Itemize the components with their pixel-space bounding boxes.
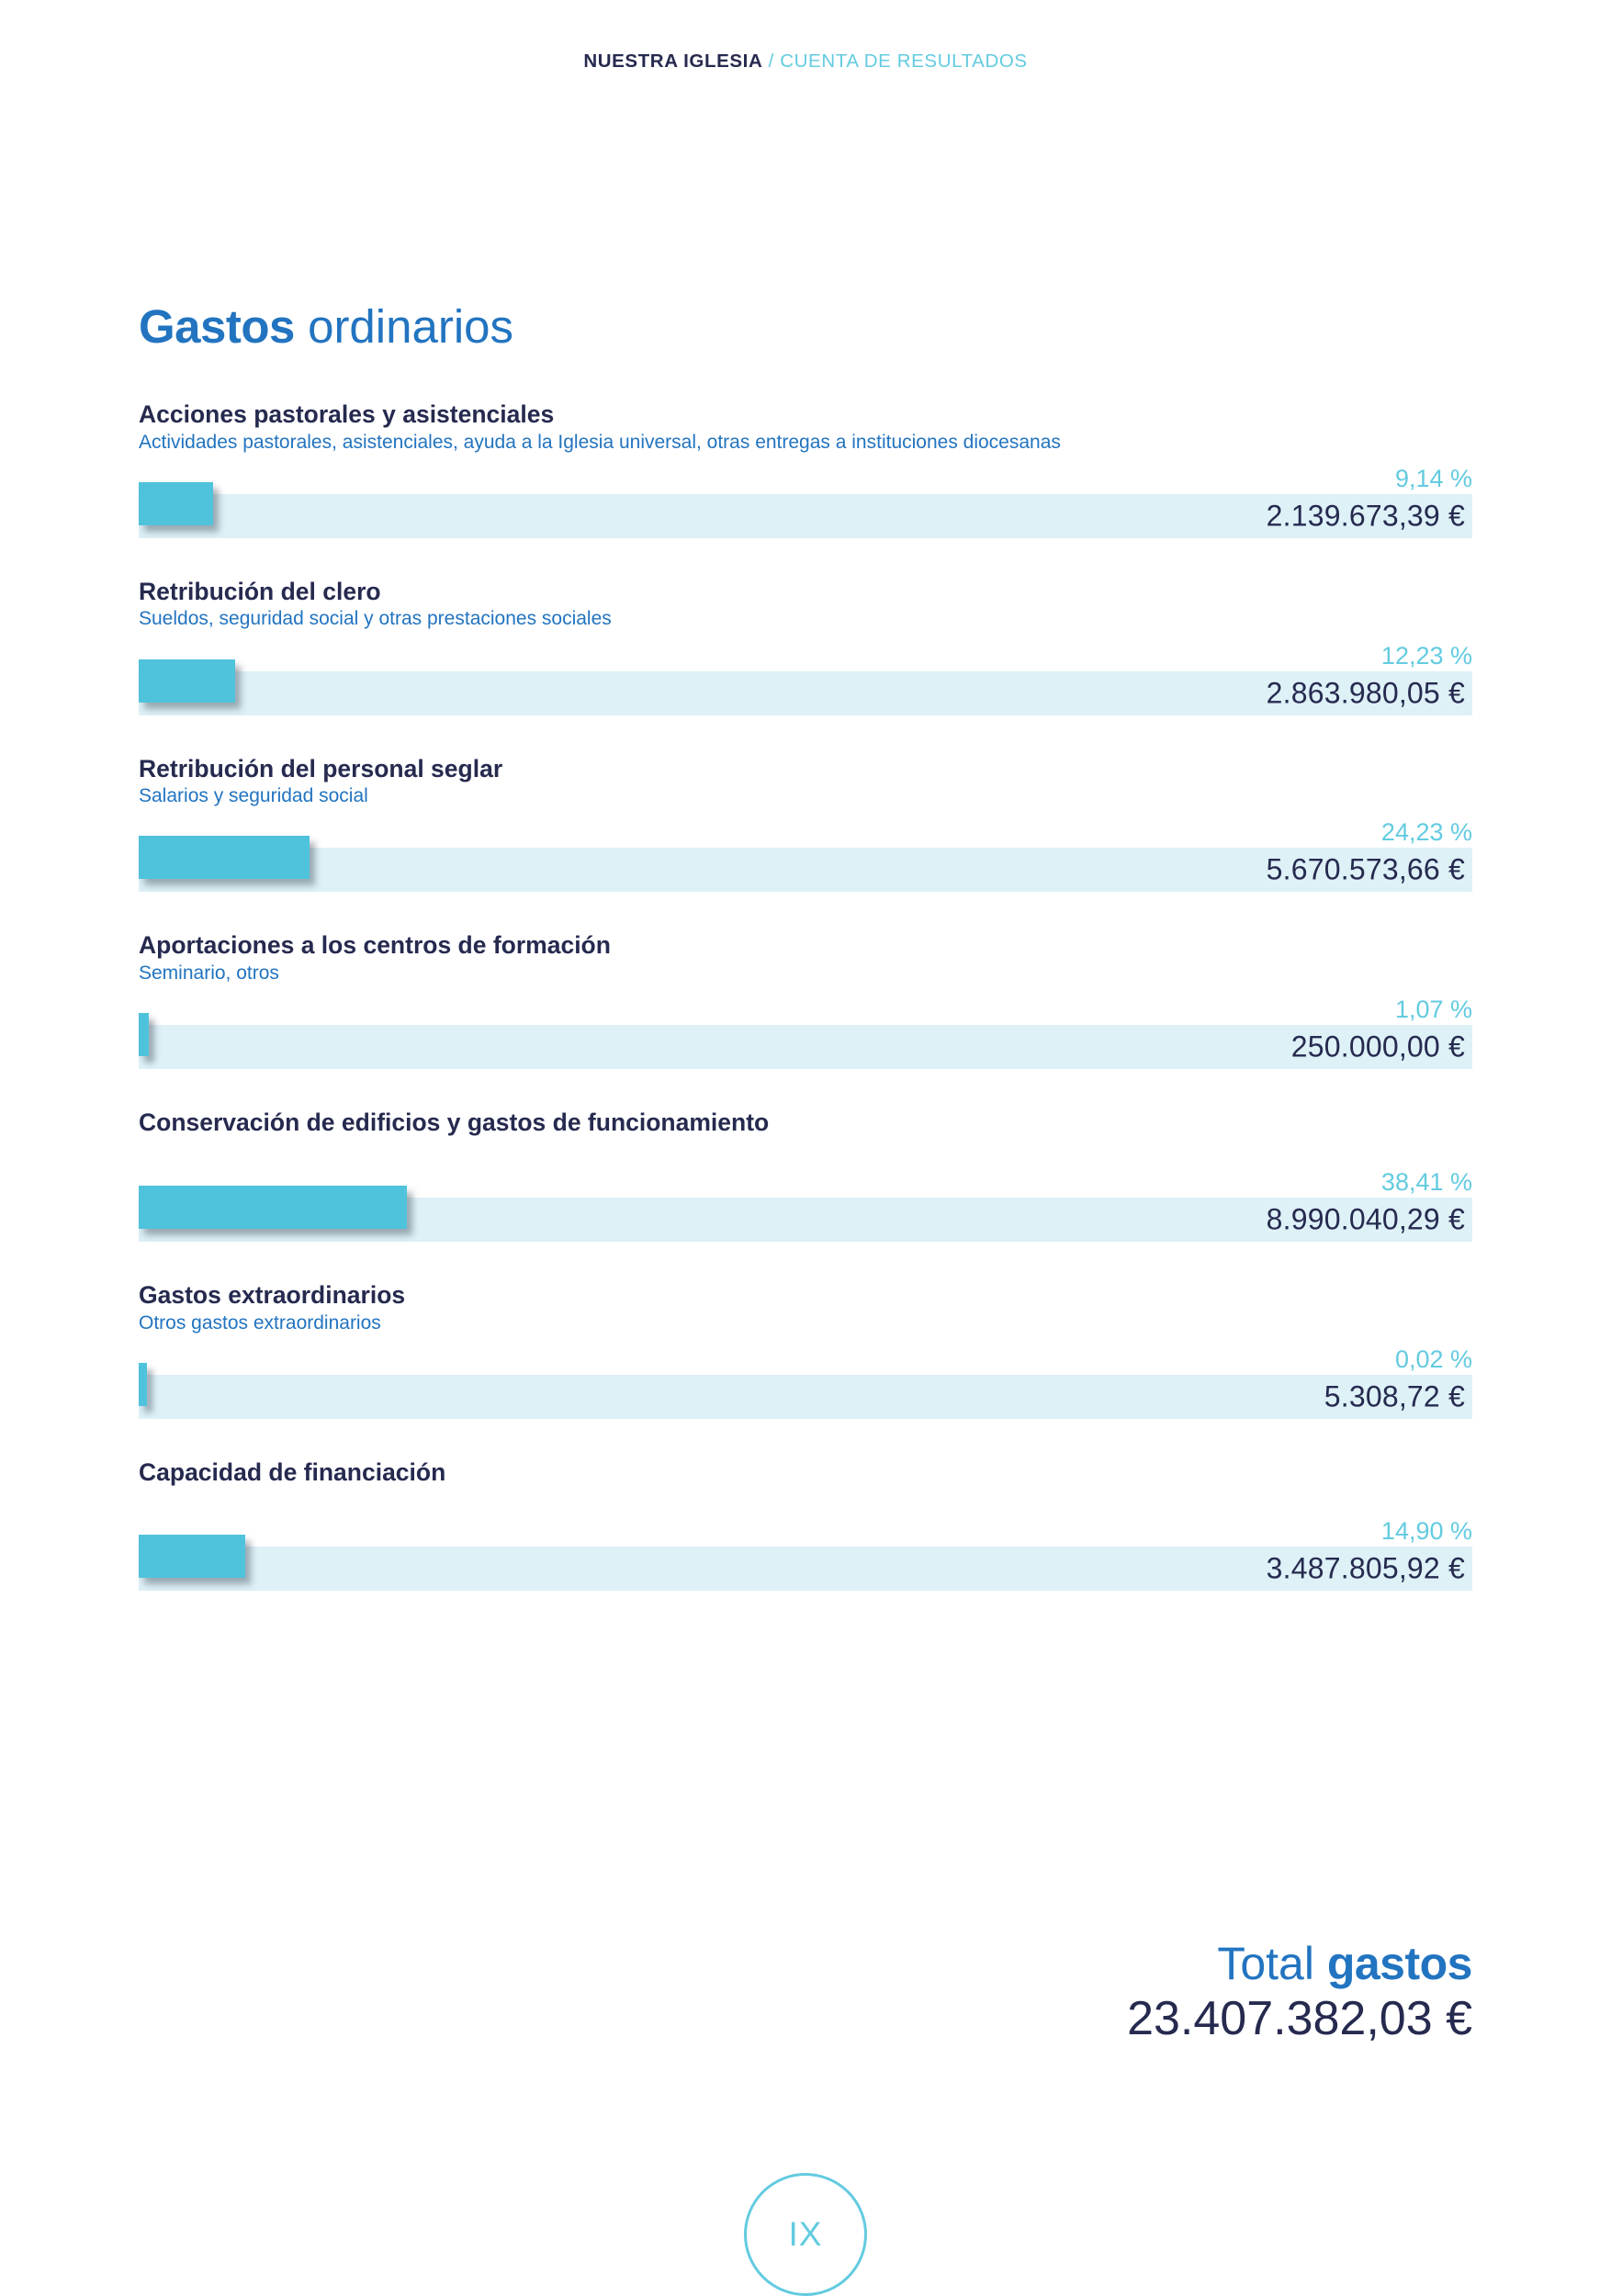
- total-label: Total gastos: [1127, 1940, 1472, 1988]
- expense-row-band: 250.000,00 €: [139, 1013, 1472, 1070]
- page-header: NUESTRA IGLESIA / CUENTA DE RESULTADOS: [0, 51, 1611, 73]
- expense-row-title: Aportaciones a los centros de formación: [139, 931, 611, 960]
- expense-row-percent: 9,14 %: [1394, 464, 1472, 492]
- expense-row-band: 3.487.805,92 €: [139, 1535, 1472, 1592]
- row-spacer: [139, 1419, 1472, 1459]
- page-number-text: IX: [788, 2215, 823, 2253]
- expense-row-bar: [139, 1013, 149, 1057]
- expense-row-subtitle: Sueldos, seguridad social y otras presta…: [139, 608, 612, 630]
- page-title-light: ordinarios: [294, 300, 514, 354]
- expense-row-bar: [139, 836, 310, 880]
- expense-row-bar: [139, 658, 235, 703]
- expense-row: Acciones pastorales y asistenciales Activ…: [139, 400, 1472, 538]
- expense-row-title: Capacidad de financiación: [139, 1458, 446, 1486]
- expense-row-percent: 0,02 %: [1394, 1345, 1472, 1373]
- expense-row-band: 5.670.573,66 €: [139, 836, 1472, 893]
- expense-row-amount: 5.308,72 €: [1324, 1379, 1465, 1413]
- header-section: CUENTA DE RESULTADOS: [780, 51, 1028, 72]
- expense-row-subtitle: Actividades pastorales, asistenciales, a…: [139, 431, 1061, 453]
- expense-row-amount: 250.000,00 €: [1290, 1030, 1465, 1064]
- expense-row-title: Retribución del clero: [139, 577, 381, 605]
- expense-row-title: Gastos extraordinarios: [139, 1280, 406, 1309]
- expense-row-percent: 24,23 %: [1380, 818, 1472, 847]
- page-title: Gastos ordinarios: [139, 303, 513, 350]
- expense-row-amount: 8.990.040,29 €: [1266, 1202, 1465, 1236]
- expense-row: Retribución del personal seglar Salarios …: [139, 754, 1472, 893]
- header-brand: NUESTRA IGLESIA: [583, 51, 763, 72]
- expense-row-subtitle: Seminario, otros: [139, 962, 279, 985]
- page-title-bold: Gastos: [139, 300, 295, 354]
- expense-row-bar: [139, 1362, 147, 1406]
- expense-row-band: 5.308,72 €: [139, 1362, 1472, 1419]
- expense-row-title: Retribución del personal seglar: [139, 754, 503, 782]
- row-spacer: [139, 1242, 1472, 1282]
- expense-row-amount: 2.139.673,39 €: [1266, 499, 1465, 533]
- expense-row: Gastos extraordinarios Otros gastos extra…: [139, 1280, 1472, 1419]
- total-amount: 23.407.382,03 €: [1127, 1991, 1472, 2045]
- expense-row: Retribución del clero Sueldos, seguridad …: [139, 577, 1472, 715]
- expense-row-amount: 5.670.573,66 €: [1266, 852, 1465, 886]
- expense-row-bar: [139, 1535, 246, 1579]
- expense-row-amount: 3.487.805,92 €: [1266, 1551, 1465, 1585]
- expense-row: Conservación de edificios y gastos de fu…: [139, 1109, 1472, 1242]
- expense-row-subtitle: Otros gastos extraordinarios: [139, 1311, 381, 1334]
- page-number-badge: IX: [744, 2173, 867, 2296]
- header-separator: /: [762, 51, 781, 72]
- expense-row-amount: 2.863.980,05 €: [1266, 676, 1465, 710]
- expense-row: Aportaciones a los centros de formación S…: [139, 931, 1472, 1070]
- expense-row-band: 8.990.040,29 €: [139, 1185, 1472, 1242]
- total-label-bold: gastos: [1326, 1938, 1473, 1989]
- expense-row-bar: [139, 1185, 407, 1229]
- expense-row-bar: [139, 481, 214, 525]
- row-spacer: [139, 1069, 1472, 1109]
- total-label-light: Total: [1217, 1938, 1327, 1989]
- expense-row-percent: 38,41 %: [1380, 1167, 1472, 1196]
- row-spacer: [139, 715, 1472, 756]
- expense-row-title: Conservación de edificios y gastos de fu…: [139, 1109, 770, 1137]
- expense-row-band: 2.863.980,05 €: [139, 658, 1472, 715]
- expense-row-band: 2.139.673,39 €: [139, 481, 1472, 538]
- expense-row-percent: 14,90 %: [1380, 1517, 1472, 1546]
- row-spacer: [139, 538, 1472, 579]
- expense-row-title: Acciones pastorales y asistenciales: [139, 400, 555, 428]
- expense-rows: Acciones pastorales y asistenciales Activ…: [139, 400, 1472, 1592]
- expense-row: Capacidad de financiación 14,90 % 3.487.80…: [139, 1458, 1472, 1592]
- expense-row-percent: 12,23 %: [1380, 641, 1472, 670]
- total-block: Total gastos 23.407.382,03 €: [1127, 1940, 1472, 2046]
- row-spacer: [139, 892, 1472, 932]
- expense-row-subtitle: Salarios y seguridad social: [139, 785, 368, 807]
- expense-row-percent: 1,07 %: [1394, 996, 1472, 1024]
